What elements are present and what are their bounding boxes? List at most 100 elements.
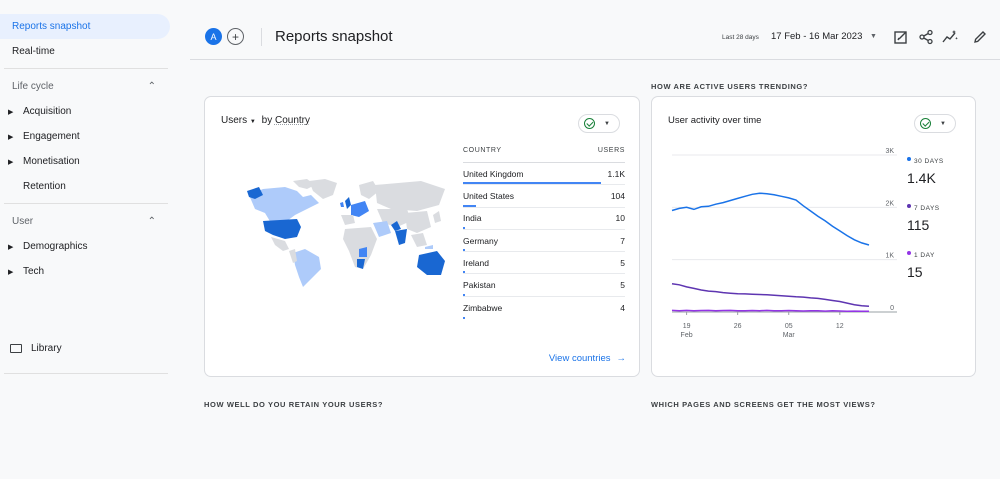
table-row[interactable]: Germany 7 <box>463 230 625 253</box>
country-cell: United Kingdom <box>463 168 524 179</box>
sidebar-section-lifecycle[interactable]: Life cycle ⌃ <box>0 73 170 99</box>
map-africa[interactable] <box>343 227 377 269</box>
section-label: Life cycle <box>12 80 54 92</box>
column-header-country[interactable]: COUNTRY <box>463 147 502 154</box>
section-title-retain: HOW WELL DO YOU RETAIN YOUR USERS? <box>204 400 384 409</box>
y-tick-label: 3K <box>885 148 894 155</box>
sidebar-divider <box>4 68 168 69</box>
sidebar-item-demographics[interactable]: ▶ Demographics <box>0 234 172 259</box>
legend-dot <box>907 203 911 208</box>
table-row[interactable]: United Kingdom 1.1K <box>463 163 625 186</box>
sidebar-item-retention[interactable]: Retention <box>0 174 172 199</box>
legend-value: 15 <box>907 264 923 280</box>
map-mexico[interactable] <box>271 237 289 251</box>
sidebar-item-engagement[interactable]: ▶ Engagement <box>0 124 172 149</box>
country-cell: United States <box>463 190 515 201</box>
caret-down-icon: ▼ <box>940 120 946 127</box>
table-row[interactable]: United States 104 <box>463 185 625 208</box>
map-germany-europe[interactable] <box>351 201 369 217</box>
sidebar-item-monetisation[interactable]: ▶ Monetisation <box>0 149 172 174</box>
sidebar-divider <box>4 373 168 374</box>
x-tick-label: 05 <box>785 323 793 330</box>
sidebar-item-tech[interactable]: ▶ Tech <box>0 259 172 284</box>
check-circle-icon <box>920 118 931 129</box>
map-iberia[interactable] <box>341 215 355 225</box>
map-southeast-asia[interactable] <box>411 233 427 247</box>
avatar[interactable]: A <box>205 28 222 45</box>
caret-right-icon: ▶ <box>8 158 14 166</box>
map-australia[interactable] <box>417 251 445 275</box>
share-bar <box>463 317 465 320</box>
sidebar-item-label: Retention <box>23 181 66 192</box>
section-title-pages: WHICH PAGES AND SCREENS GET THE MOST VIE… <box>651 400 876 409</box>
caret-right-icon: ▶ <box>8 268 14 276</box>
activity-line-chart[interactable]: 0 1K 2K 3K 19 Feb 26 05 Mar 12 <box>652 97 977 378</box>
map-south-america-west[interactable] <box>289 249 297 263</box>
map-russia[interactable] <box>375 181 445 211</box>
map-south-africa[interactable] <box>357 259 365 269</box>
world-map[interactable] <box>241 177 447 289</box>
users-cell: 5 <box>620 257 625 268</box>
edit-report-icon[interactable] <box>893 29 909 45</box>
sidebar-item-library[interactable]: Library <box>10 343 62 354</box>
sidebar-section-user[interactable]: User ⌃ <box>0 208 170 234</box>
view-countries-label: View countries <box>548 353 611 364</box>
chevron-up-icon: ⌃ <box>147 80 156 92</box>
legend-dot <box>907 250 911 255</box>
x-tick-label: Mar <box>783 332 796 339</box>
map-united-states[interactable] <box>263 219 301 239</box>
series-line-1-day <box>671 309 869 312</box>
sidebar-item-acquisition[interactable]: ▶ Acquisition <box>0 99 172 124</box>
map-greenland[interactable] <box>309 179 337 199</box>
card-title: User activity over time <box>668 115 762 126</box>
table-row[interactable]: Pakistan 5 <box>463 274 625 297</box>
table-row[interactable]: Ireland 5 <box>463 252 625 275</box>
share-bar <box>463 204 477 207</box>
map-alaska[interactable] <box>247 187 263 199</box>
map-japan[interactable] <box>433 211 441 223</box>
view-countries-link[interactable]: View countries → <box>549 353 626 364</box>
share-bar <box>463 226 465 229</box>
map-india[interactable] <box>395 229 407 245</box>
arrow-right-icon: → <box>616 353 627 364</box>
map-ireland[interactable] <box>340 202 344 207</box>
caret-right-icon: ▶ <box>8 108 14 116</box>
x-tick-label: 19 <box>683 323 691 330</box>
sidebar-item-reports-snapshot[interactable]: Reports snapshot <box>0 14 170 39</box>
map-indonesia[interactable] <box>425 245 433 249</box>
table-row[interactable]: India 10 <box>463 208 625 230</box>
map-middle-east[interactable] <box>373 221 391 237</box>
share-icon[interactable] <box>918 29 934 45</box>
pencil-icon[interactable] <box>972 29 988 45</box>
data-quality-pill[interactable]: ▼ <box>578 114 620 133</box>
map-brazil[interactable] <box>293 249 321 287</box>
map-zimbabwe-region[interactable] <box>359 247 367 257</box>
date-range-picker[interactable]: 17 Feb - 16 Mar 2023 <box>771 31 863 42</box>
insights-icon[interactable] <box>942 29 958 45</box>
date-range-prefix: Last 28 days <box>722 34 759 41</box>
caret-down-icon: ▼ <box>604 120 610 127</box>
series-line-7-days <box>671 282 870 307</box>
library-label: Library <box>31 343 62 354</box>
column-header-users[interactable]: USERS <box>597 147 625 154</box>
country-cell: Ireland <box>463 257 489 268</box>
caret-down-icon: ▼ <box>249 119 256 125</box>
data-quality-pill[interactable]: ▼ <box>914 114 956 133</box>
add-comparison-button[interactable]: + <box>227 28 244 45</box>
sidebar-item-realtime[interactable]: Real-time <box>0 39 172 64</box>
map-pakistan[interactable] <box>391 221 401 231</box>
folder-icon <box>10 344 22 353</box>
country-cell: Germany <box>463 235 498 246</box>
sidebar: Reports snapshot Real-time Life cycle ⌃ … <box>0 14 172 479</box>
map-scandinavia[interactable] <box>359 181 379 199</box>
map-canada[interactable] <box>249 187 319 227</box>
user-activity-card: User activity over time ▼ 0 1K 2K 3K 19 Feb 2… <box>651 96 976 377</box>
table-row[interactable]: Zimbabwe 4 <box>463 297 625 320</box>
users-cell: 10 <box>615 213 625 224</box>
metric-selector[interactable]: Users ▼ <box>221 115 256 126</box>
dimension-selector[interactable]: Country <box>274 115 310 126</box>
x-tick-label: 12 <box>836 323 844 330</box>
map-china[interactable] <box>405 211 431 233</box>
map-united-kingdom[interactable] <box>345 197 351 209</box>
caret-down-icon[interactable]: ▼ <box>870 33 877 40</box>
